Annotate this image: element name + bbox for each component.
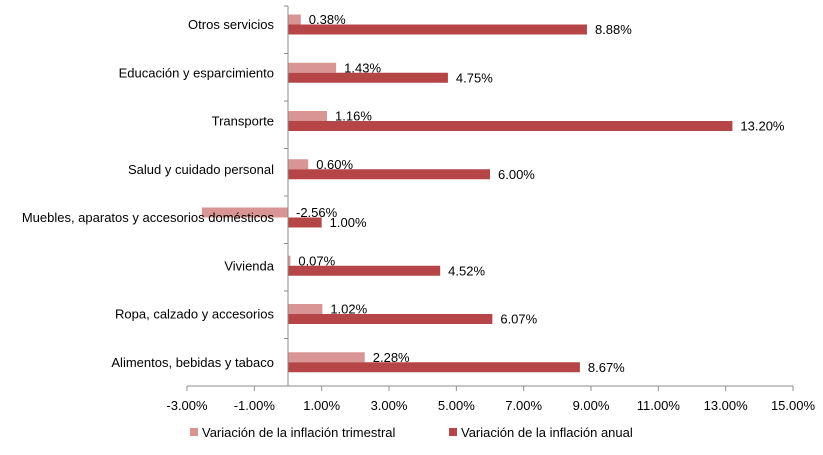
data-label: 2.28%: [373, 350, 410, 365]
bar-trimestral: [201, 207, 288, 218]
x-tick-label: 15.00%: [771, 398, 816, 413]
bar-trimestral: [288, 304, 323, 314]
category-label: Alimentos, bebidas y tabaco: [111, 355, 274, 370]
x-tick-label: 13.00%: [704, 398, 749, 413]
bar-anual: [288, 121, 733, 131]
data-label: 4.75%: [456, 70, 493, 85]
category-label: Salud y cuidado personal: [128, 162, 274, 177]
data-label: 4.52%: [448, 263, 485, 278]
data-label: 8.67%: [588, 360, 625, 375]
bar-anual: [288, 24, 587, 35]
category-label: Vivienda: [224, 258, 274, 273]
category-label: Muebles, aparatos y accesorios doméstico…: [22, 210, 275, 225]
legend-label-anual: Variación de la inflación anual: [461, 425, 633, 440]
bar-trimestral: [288, 14, 301, 25]
data-label: 0.07%: [298, 253, 335, 268]
x-tick-label: -1.00%: [234, 398, 276, 413]
data-label: 1.43%: [344, 60, 381, 75]
category-label: Ropa, calzado y accesorios: [115, 307, 274, 322]
data-label: 6.07%: [500, 312, 537, 327]
legend-swatch-anual: [449, 428, 457, 436]
bar-anual: [288, 265, 441, 276]
bar-anual: [288, 314, 493, 324]
bar-anual: [288, 169, 490, 180]
data-label: 0.60%: [316, 157, 353, 172]
category-label: Educación y esparcimiento: [119, 65, 274, 80]
plot-area: 0.38% 8.88% 1.43% 4.75% 1.16% 13.20% 0.60% 6.00…: [201, 12, 785, 375]
x-tick-label: 7.00%: [505, 398, 542, 413]
category-label: Transporte: [212, 114, 274, 129]
legend-swatch-trimestral: [190, 428, 198, 436]
bar-trimestral: [288, 352, 365, 363]
x-tick-label: 5.00%: [438, 398, 475, 413]
x-tick-label: 9.00%: [573, 398, 610, 413]
data-label: 1.00%: [330, 215, 367, 230]
data-label: 0.38%: [309, 12, 346, 27]
x-tick-label: -3.00%: [166, 398, 208, 413]
x-tick-label: 11.00%: [637, 398, 681, 413]
category-label: Otros servicios: [188, 17, 274, 32]
data-label: 6.00%: [498, 167, 535, 182]
data-label: -2.56%: [296, 205, 338, 220]
data-label: 1.16%: [335, 109, 372, 124]
bar-anual: [288, 217, 322, 228]
bar-trimestral: [288, 111, 328, 121]
bar-trimestral: [288, 159, 309, 170]
bar-anual: [288, 362, 580, 373]
axes: Otros servicios Educación y esparcimiento…: [22, 5, 816, 413]
x-tick-label: 1.00%: [303, 398, 340, 413]
bar-anual: [288, 72, 448, 83]
bar-trimestral: [288, 255, 291, 266]
legend-label-trimestral: Variación de la inflación trimestral: [202, 425, 396, 440]
bar-trimestral: [288, 62, 337, 73]
data-label: 13.20%: [740, 119, 785, 134]
data-label: 8.88%: [595, 22, 632, 37]
x-tick-label: 3.00%: [371, 398, 408, 413]
data-label: 1.02%: [330, 302, 367, 317]
legend: Variación de la inflación trimestral Vari…: [190, 425, 633, 440]
